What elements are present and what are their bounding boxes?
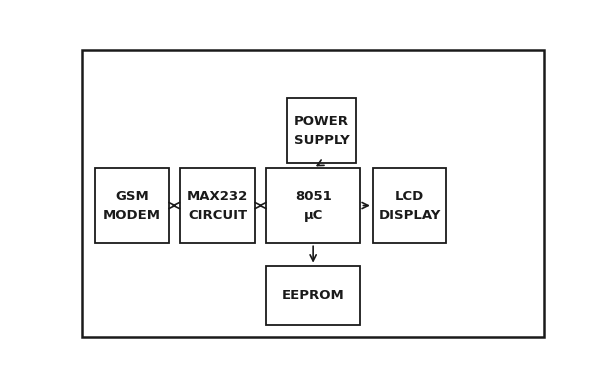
Text: EEPROM: EEPROM <box>282 289 345 302</box>
Text: LCD
DISPLAY: LCD DISPLAY <box>378 189 441 221</box>
Text: POWER
SUPPLY: POWER SUPPLY <box>293 115 349 147</box>
Bar <box>266 266 360 325</box>
Text: GSM
MODEM: GSM MODEM <box>103 189 161 221</box>
Bar <box>373 168 446 243</box>
Bar <box>266 168 360 243</box>
Bar <box>287 98 356 163</box>
Bar <box>95 168 169 243</box>
Text: 8051
μC: 8051 μC <box>295 189 332 221</box>
Text: MAX232
CIRCUIT: MAX232 CIRCUIT <box>187 189 248 221</box>
Bar <box>180 168 255 243</box>
